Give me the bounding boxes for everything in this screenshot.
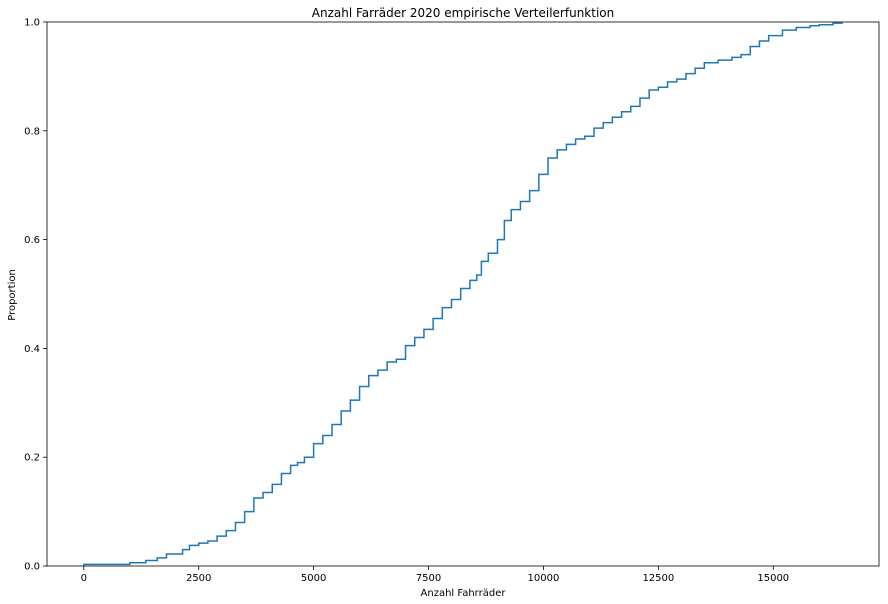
plot-frame <box>46 21 880 567</box>
x-axis-title: Anzahl Fahrräder <box>421 588 507 599</box>
plot-area: 0 2500 5000 7500 10000 12500 15000 0.0 0.2 0.4 0.6… <box>24 18 880 584</box>
y-tick-label: 1.0 <box>24 18 40 29</box>
x-tick-label: 15000 <box>757 573 789 584</box>
x-tick-label: 12500 <box>642 573 674 584</box>
y-tick-label: 0.0 <box>24 562 40 573</box>
x-tick-label: 10000 <box>528 573 560 584</box>
x-tick-label: 7500 <box>416 573 441 584</box>
y-tick-label: 0.8 <box>24 126 40 137</box>
ecdf-series-line <box>83 22 843 566</box>
x-tick-label: 5000 <box>301 573 326 584</box>
y-tick-label: 0.4 <box>24 344 40 355</box>
x-tick-label: 0 <box>81 573 87 584</box>
y-axis-title: Proportion <box>7 269 18 321</box>
y-tick-label: 0.6 <box>24 235 40 246</box>
y-tick-label: 0.2 <box>24 453 40 464</box>
chart-title: Anzahl Farräder 2020 empirische Verteile… <box>312 6 614 20</box>
x-tick-label: 2500 <box>186 573 211 584</box>
